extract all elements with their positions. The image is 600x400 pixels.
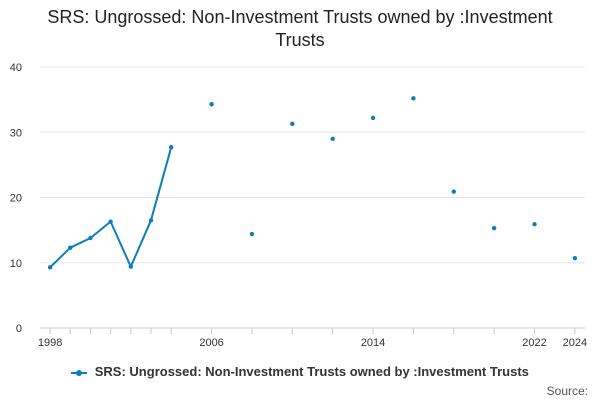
- y-tick-label: 40: [10, 62, 22, 74]
- data-point: [411, 96, 416, 101]
- grid-lines: [40, 66, 585, 264]
- data-point: [290, 121, 295, 126]
- chart-title: SRS: Ungrossed: Non-Investment Trusts ow…: [47, 7, 553, 50]
- x-tick-label: 2014: [361, 337, 385, 349]
- data-point: [532, 222, 537, 227]
- x-tick-label: 2006: [199, 337, 223, 349]
- data-point: [491, 225, 497, 231]
- y-tick-label: 0: [16, 323, 22, 335]
- y-tick-label: 30: [10, 127, 22, 139]
- data-point: [47, 265, 53, 270]
- data-point: [148, 218, 154, 223]
- data-point: [370, 115, 376, 121]
- data-point: [128, 264, 134, 269]
- legend-label: SRS: Ungrossed: Non-Investment Trusts ow…: [94, 364, 529, 379]
- data-point: [169, 145, 174, 150]
- data-point: [330, 136, 335, 141]
- x-tick-label: 2022: [522, 337, 546, 349]
- y-axis-ticks: 0 10 20 30 40: [10, 62, 22, 335]
- data-point: [249, 231, 255, 237]
- x-tick-label: 1998: [38, 337, 62, 349]
- legend-marker-icon: [71, 368, 88, 378]
- y-tick-label: 20: [10, 193, 22, 205]
- x-tick-label: 2024: [563, 337, 587, 349]
- data-point: [108, 219, 113, 224]
- legend-dot: [76, 369, 83, 376]
- data-point: [572, 255, 578, 261]
- y-tick-label: 10: [10, 258, 22, 270]
- data-point: [88, 235, 93, 241]
- series-line: [49, 147, 173, 269]
- data-point: [68, 245, 73, 250]
- data-point: [451, 189, 456, 194]
- source-label: Source:: [546, 384, 588, 398]
- legend[interactable]: SRS: Ungrossed: Non-Investment Trusts ow…: [0, 364, 600, 379]
- x-axis: 1998 2006 2014 2022 2024: [38, 327, 587, 349]
- series-group: [47, 96, 578, 270]
- data-point: [209, 101, 214, 107]
